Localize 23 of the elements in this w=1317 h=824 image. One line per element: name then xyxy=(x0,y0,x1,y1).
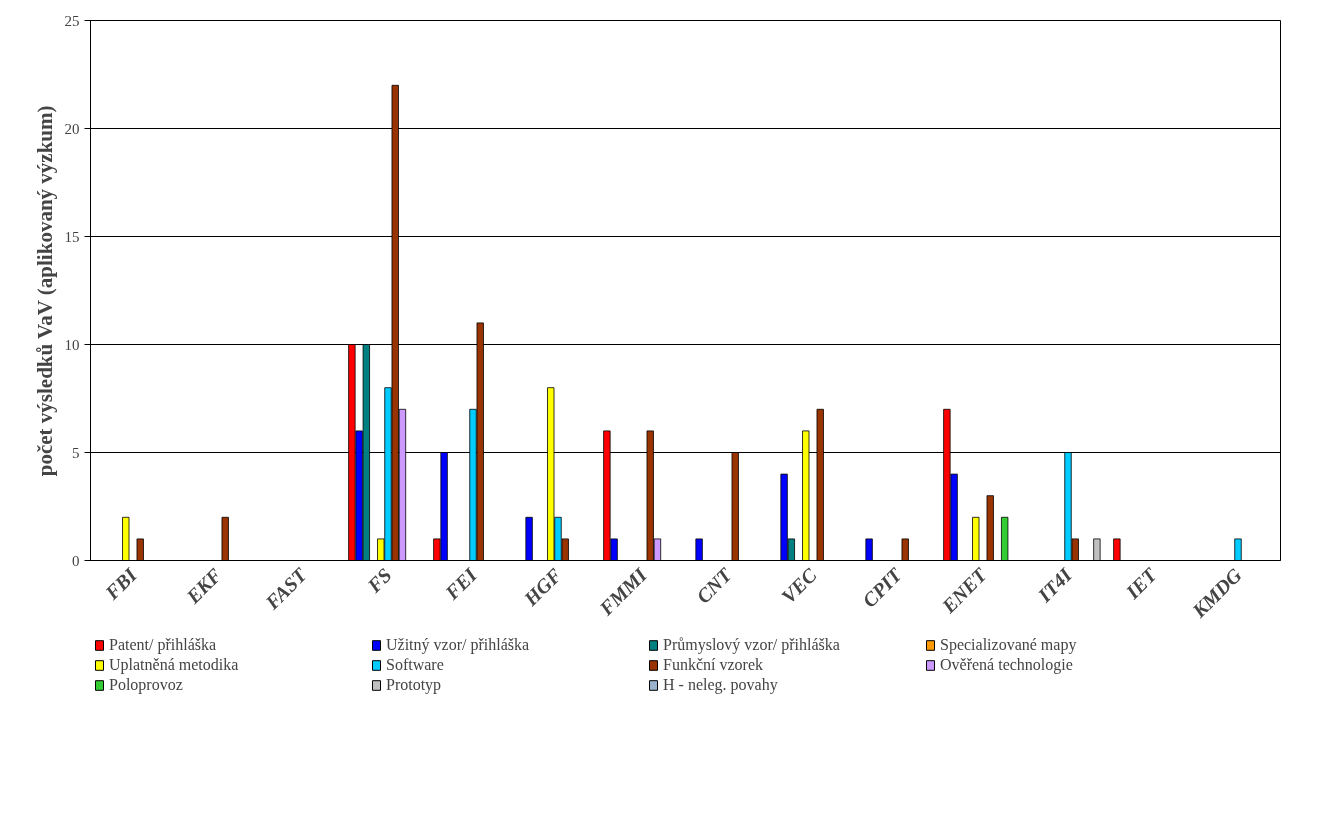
legend-label: Užitný vzor/ přihláška xyxy=(386,636,531,654)
legend-label: Uplatněná metodika xyxy=(109,656,240,674)
y-tick-label: 0 xyxy=(72,552,80,569)
legend-label: Prototyp xyxy=(386,676,443,694)
y-axis-title: počet výsledků VaV (aplikovaný výzkum) xyxy=(32,105,57,477)
y-tick-label: 5 xyxy=(72,444,80,461)
y-tick-label: 15 xyxy=(64,228,80,245)
y-tick-label: 10 xyxy=(64,336,80,353)
x-tick-label: VEC xyxy=(776,563,822,608)
legend-label: H - neleg. povahy xyxy=(663,676,779,694)
legend-label: Průmyslový vzor/ přihláška xyxy=(663,636,841,654)
legend-label: Poloprovoz xyxy=(109,676,184,694)
legend-label: Software xyxy=(386,656,445,674)
y-tick-label: 20 xyxy=(64,120,80,137)
x-tick-label: FS xyxy=(362,563,396,598)
y-tick-label: 25 xyxy=(64,12,80,29)
legend-label: Funkční vzorek xyxy=(663,656,764,674)
x-tick-label: IET xyxy=(1120,563,1162,604)
legend-label: Specializované mapy xyxy=(940,636,1078,654)
x-tick-label: FBI xyxy=(100,562,142,605)
x-tick-label: FEI xyxy=(440,562,482,605)
legend-label: Patent/ přihláška xyxy=(109,636,218,654)
legend-label: Ověřená technologie xyxy=(940,656,1074,674)
